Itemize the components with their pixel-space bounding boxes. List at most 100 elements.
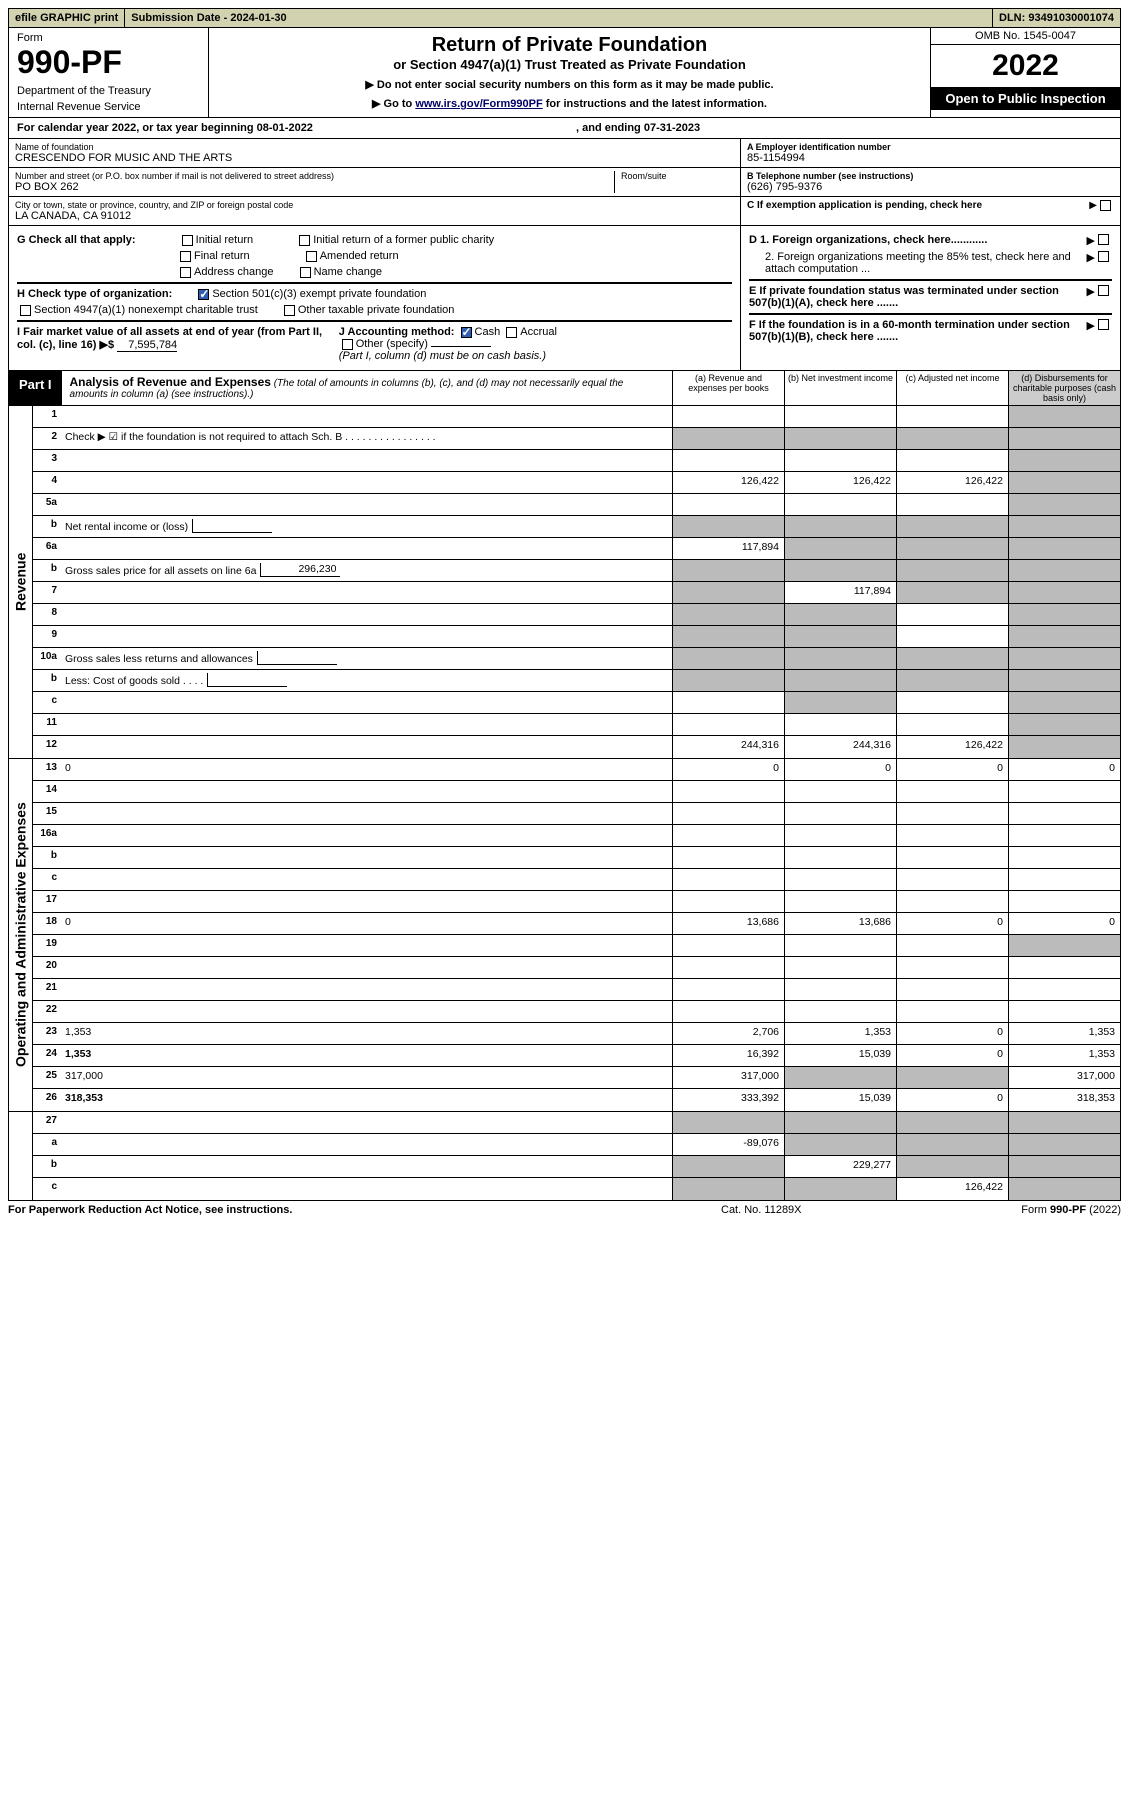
line-description: 0 — [63, 913, 672, 934]
cell-d — [1008, 1112, 1120, 1133]
col-d-header: (d) Disbursements for charitable purpose… — [1008, 371, 1120, 405]
cell-b: 13,686 — [784, 913, 896, 934]
cell-c: 0 — [896, 759, 1008, 780]
cell-b — [784, 1134, 896, 1155]
cell-d — [1008, 803, 1120, 824]
cell-c: 126,422 — [896, 1178, 1008, 1200]
table-row: 18013,68613,68600 — [33, 913, 1120, 935]
cell-c: 0 — [896, 1089, 1008, 1111]
cell-c — [896, 979, 1008, 1000]
check-initial-former[interactable] — [299, 235, 310, 246]
table-row: 11 — [33, 714, 1120, 736]
cell-b — [784, 869, 896, 890]
check-f-box[interactable] — [1098, 319, 1109, 330]
cell-b: 229,277 — [784, 1156, 896, 1177]
check-name[interactable] — [300, 267, 311, 278]
line-number: 24 — [33, 1045, 63, 1066]
check-initial[interactable] — [182, 235, 193, 246]
line-description — [63, 1001, 672, 1022]
cell-a: 244,316 — [672, 736, 784, 758]
line-description — [63, 494, 672, 515]
cell-b — [784, 803, 896, 824]
cell-a — [672, 847, 784, 868]
cell-d — [1008, 472, 1120, 493]
check-accrual[interactable] — [506, 327, 517, 338]
cell-c — [896, 1001, 1008, 1022]
cell-d — [1008, 869, 1120, 890]
cell-d — [1008, 450, 1120, 471]
fmv-value: 7,595,784 — [117, 339, 177, 352]
check-501c3[interactable] — [198, 289, 209, 300]
cell-d — [1008, 604, 1120, 625]
cell-d — [1008, 781, 1120, 802]
table-row: 10aGross sales less returns and allowanc… — [33, 648, 1120, 670]
table-row: b229,277 — [33, 1156, 1120, 1178]
table-row: 2Check ▶ ☑ if the foundation is not requ… — [33, 428, 1120, 450]
cell-c: 126,422 — [896, 472, 1008, 493]
cell-a — [672, 891, 784, 912]
cell-a — [672, 1112, 784, 1133]
cell-b: 1,353 — [784, 1023, 896, 1044]
cell-d — [1008, 406, 1120, 427]
col-c-header: (c) Adjusted net income — [896, 371, 1008, 405]
cell-d — [1008, 626, 1120, 647]
cell-c — [896, 494, 1008, 515]
line-number: 22 — [33, 1001, 63, 1022]
check-address[interactable] — [180, 267, 191, 278]
part1-header: Part I Analysis of Revenue and Expenses … — [8, 371, 1121, 406]
line-number: 19 — [33, 935, 63, 956]
check-g: G Check all that apply: Initial return I… — [17, 234, 732, 246]
line-number: 20 — [33, 957, 63, 978]
cell-d — [1008, 692, 1120, 713]
check-h: H Check type of organization: Section 50… — [17, 282, 732, 300]
line-number: 17 — [33, 891, 63, 912]
line-number: c — [33, 869, 63, 890]
cell-a: -89,076 — [672, 1134, 784, 1155]
line-description: Less: Cost of goods sold . . . . — [63, 670, 672, 691]
cell-a: 13,686 — [672, 913, 784, 934]
cell-d: 0 — [1008, 759, 1120, 780]
cell-a — [672, 781, 784, 802]
table-row: 25317,000317,000317,000 — [33, 1067, 1120, 1089]
line-description — [63, 604, 672, 625]
check-d2-box[interactable] — [1098, 251, 1109, 262]
efile-label[interactable]: efile GRAPHIC print — [9, 9, 125, 27]
tax-year: 2022 — [931, 45, 1120, 87]
cell-b: 117,894 — [784, 582, 896, 603]
line-description — [63, 1134, 672, 1155]
check-other-taxable[interactable] — [284, 305, 295, 316]
cell-b — [784, 714, 896, 735]
line-description: 1,353 — [63, 1045, 672, 1066]
line-description — [63, 891, 672, 912]
expenses-table: Operating and Administrative Expenses 13… — [8, 759, 1121, 1112]
check-cash[interactable] — [461, 327, 472, 338]
form-label: Form — [17, 32, 200, 44]
line-number: c — [33, 1178, 63, 1200]
check-amended[interactable] — [306, 251, 317, 262]
cell-a — [672, 803, 784, 824]
check-c[interactable] — [1100, 200, 1111, 211]
cell-a — [672, 957, 784, 978]
check-4947[interactable] — [20, 305, 31, 316]
line-description: 0 — [63, 759, 672, 780]
phone: B Telephone number (see instructions) (6… — [741, 168, 1120, 197]
line-number: 8 — [33, 604, 63, 625]
check-final[interactable] — [180, 251, 191, 262]
line-description — [63, 869, 672, 890]
form990pf-link[interactable]: www.irs.gov/Form990PF — [415, 98, 542, 110]
cell-c: 0 — [896, 913, 1008, 934]
topbar: efile GRAPHIC print Submission Date - 20… — [8, 8, 1121, 28]
check-other-method[interactable] — [342, 339, 353, 350]
line-number: 7 — [33, 582, 63, 603]
cell-c — [896, 781, 1008, 802]
cell-c — [896, 935, 1008, 956]
line-description — [63, 1112, 672, 1133]
check-e-box[interactable] — [1098, 285, 1109, 296]
line-description — [63, 935, 672, 956]
check-d1-box[interactable] — [1098, 234, 1109, 245]
check-d1: D 1. Foreign organizations, check here..… — [749, 234, 1112, 247]
cell-d — [1008, 825, 1120, 846]
cell-b: 0 — [784, 759, 896, 780]
table-row: 26318,353333,39215,0390318,353 — [33, 1089, 1120, 1111]
table-row: c — [33, 869, 1120, 891]
